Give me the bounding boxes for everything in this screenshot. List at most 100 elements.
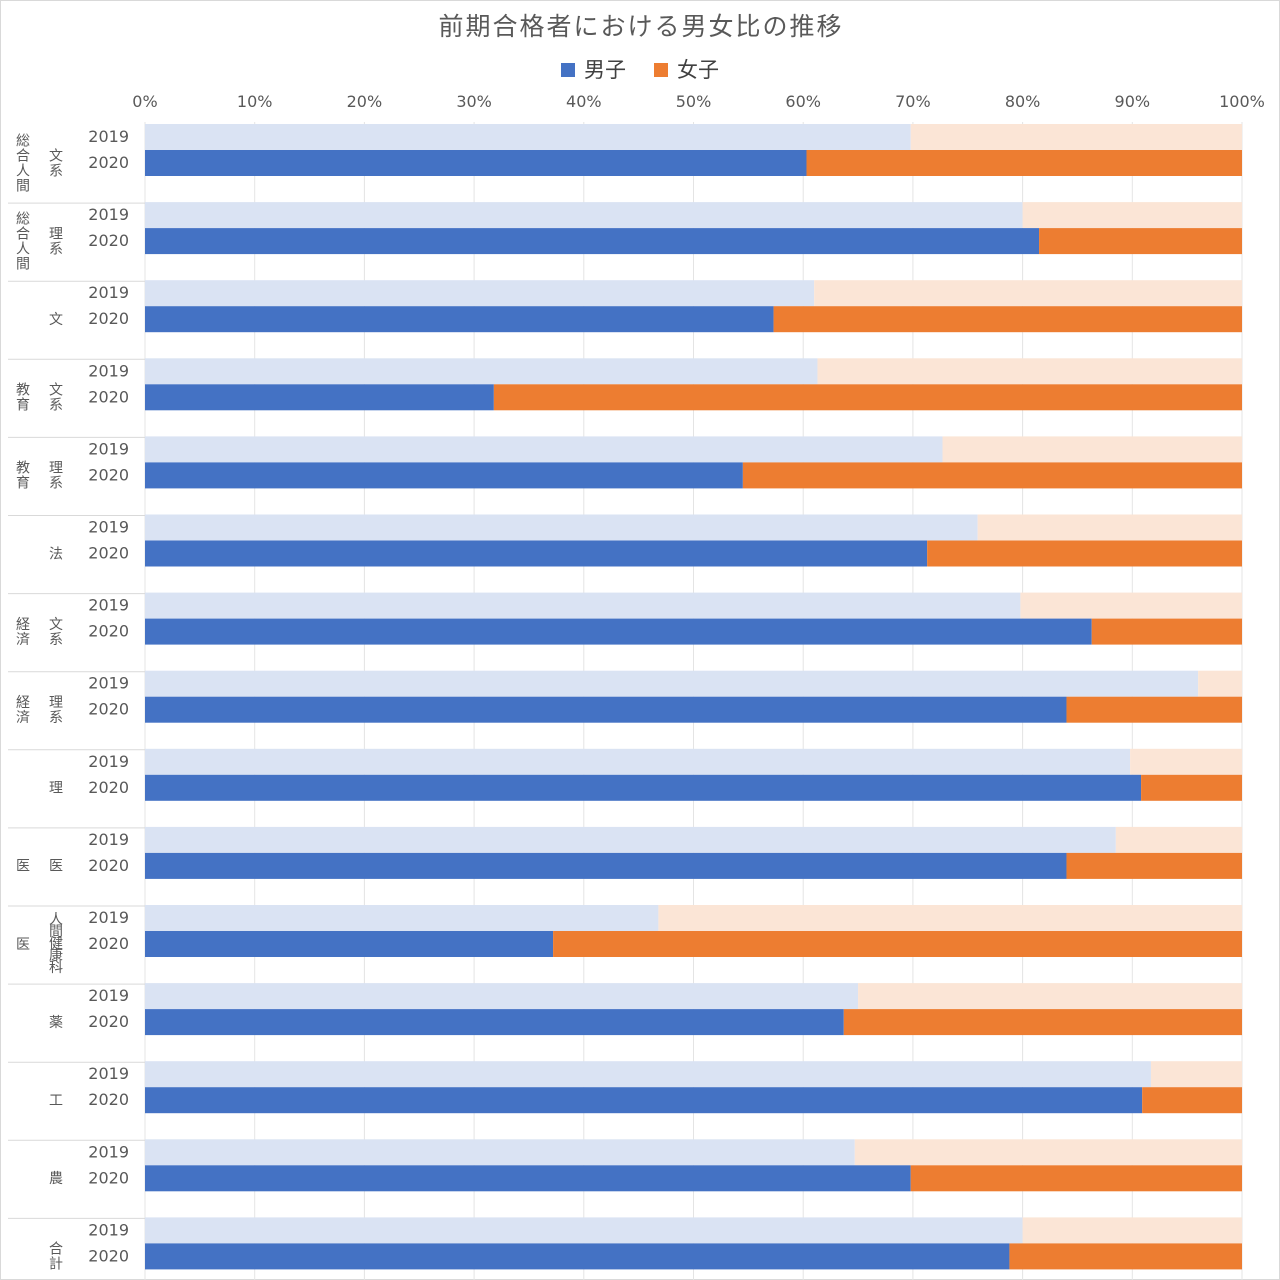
x-tick-label: 100% [1219, 92, 1265, 111]
bar-female-2020 [1142, 1087, 1242, 1114]
year-label: 2020 [88, 465, 129, 484]
year-label: 2019 [88, 1220, 129, 1239]
bar-female-2020 [773, 306, 1242, 333]
bar-female-2020 [742, 462, 1242, 489]
year-label: 2019 [88, 1064, 129, 1083]
bar-male-2019 [145, 202, 1023, 229]
x-tick-label: 80% [1005, 92, 1041, 111]
category-label: 教育 [16, 383, 30, 414]
year-label: 2019 [88, 908, 129, 927]
bar-female-2020 [1039, 228, 1242, 255]
bar-female-2019 [1022, 1217, 1242, 1244]
year-label: 2019 [88, 674, 129, 693]
category-label: 総合人間 [16, 211, 30, 272]
year-label: 2020 [88, 387, 129, 406]
category-label: 文系 [49, 617, 63, 648]
chart-title: 前期合格者における男女比の推移 [438, 12, 843, 41]
bar-male-2020 [145, 696, 1067, 723]
bar-male-2020 [145, 1165, 911, 1192]
category-label: 医 [49, 859, 63, 875]
bar-male-2020 [145, 1087, 1143, 1114]
legend: 男子 女子 [561, 58, 719, 82]
category-label: 理系 [49, 461, 63, 492]
year-label: 2020 [88, 544, 129, 563]
category-label: 経済 [16, 617, 30, 648]
category-label: 薬 [49, 1015, 63, 1031]
bar-female-2019 [1198, 670, 1242, 697]
x-tick-label: 10% [237, 92, 273, 111]
bar-female-2019 [1130, 748, 1242, 775]
bar-male-2019 [145, 670, 1199, 697]
category-label: 理系 [49, 695, 63, 726]
year-label: 2019 [88, 439, 129, 458]
year-label: 2019 [88, 361, 129, 380]
x-tick-label: 50% [676, 92, 712, 111]
year-label: 2020 [88, 934, 129, 953]
bar-female-2020 [1141, 774, 1242, 801]
year-label: 2019 [88, 830, 129, 849]
bar-female-2019 [1115, 826, 1242, 853]
legend-swatch-1 [654, 63, 668, 77]
bar-female-2020 [910, 1165, 1242, 1192]
legend-entry-0: 男子 [584, 58, 626, 82]
year-label: 2020 [88, 1246, 129, 1265]
bar-female-2019 [910, 124, 1242, 150]
bar-male-2020 [145, 150, 807, 176]
bar-female-2020 [927, 540, 1242, 567]
bar-female-2019 [814, 280, 1242, 307]
bar-male-2020 [145, 1243, 1010, 1270]
bar-male-2020 [145, 540, 928, 567]
year-label: 2020 [88, 153, 129, 172]
bar-male-2019 [145, 514, 978, 541]
bar-female-2020 [553, 931, 1242, 957]
category-label: 医 [16, 937, 30, 953]
year-label: 2020 [88, 700, 129, 719]
category-label: 合計 [49, 1242, 63, 1273]
bar-male-2020 [145, 306, 774, 333]
x-axis-ticks: 0% 10% 20% 30% 40% 50% 60% 70% 80% 90% 100% [132, 92, 1265, 111]
bar-male-2020 [145, 1009, 844, 1036]
category-label: 工 [49, 1093, 63, 1109]
bar-female-2020 [1066, 696, 1242, 723]
year-label: 2019 [88, 283, 129, 302]
year-label: 2019 [88, 752, 129, 771]
year-label: 2020 [88, 778, 129, 797]
legend-entry-1: 女子 [677, 58, 719, 82]
bar-female-2019 [658, 905, 1242, 931]
bar-female-2019 [858, 983, 1242, 1010]
category-label: 理系 [49, 226, 63, 257]
bar-male-2020 [145, 931, 554, 957]
bar-female-2020 [843, 1009, 1242, 1036]
bar-male-2020 [145, 384, 494, 411]
year-label: 2019 [88, 127, 129, 146]
bar-male-2020 [145, 462, 743, 489]
bar-male-2019 [145, 1061, 1151, 1088]
bar-male-2020 [145, 228, 1040, 255]
y-axis-labels: 20192020総合人間文系20192020総合人間理系20192020文201… [8, 127, 145, 1273]
year-label: 2020 [88, 309, 129, 328]
year-label: 2019 [88, 518, 129, 537]
x-tick-label: 60% [785, 92, 821, 111]
bar-female-2020 [806, 150, 1242, 176]
bar-male-2019 [145, 124, 911, 150]
bars [145, 124, 1242, 1270]
year-label: 2020 [88, 231, 129, 250]
bar-female-2020 [493, 384, 1242, 411]
bar-male-2019 [145, 280, 815, 307]
year-label: 2019 [88, 205, 129, 224]
bar-male-2020 [145, 852, 1067, 879]
year-label: 2020 [88, 1012, 129, 1031]
x-tick-label: 20% [347, 92, 383, 111]
category-label: 医 [16, 859, 30, 875]
bar-male-2019 [145, 1139, 855, 1166]
x-tick-label: 40% [566, 92, 602, 111]
category-label: 文系 [49, 383, 63, 414]
bar-female-2019 [1020, 592, 1242, 619]
bar-male-2020 [145, 774, 1142, 801]
bar-female-2020 [1009, 1243, 1242, 1270]
x-tick-label: 0% [132, 92, 157, 111]
bar-female-2019 [817, 358, 1242, 385]
bar-male-2019 [145, 592, 1021, 619]
category-label: 人間健康科 [49, 912, 63, 976]
x-tick-label: 70% [895, 92, 931, 111]
